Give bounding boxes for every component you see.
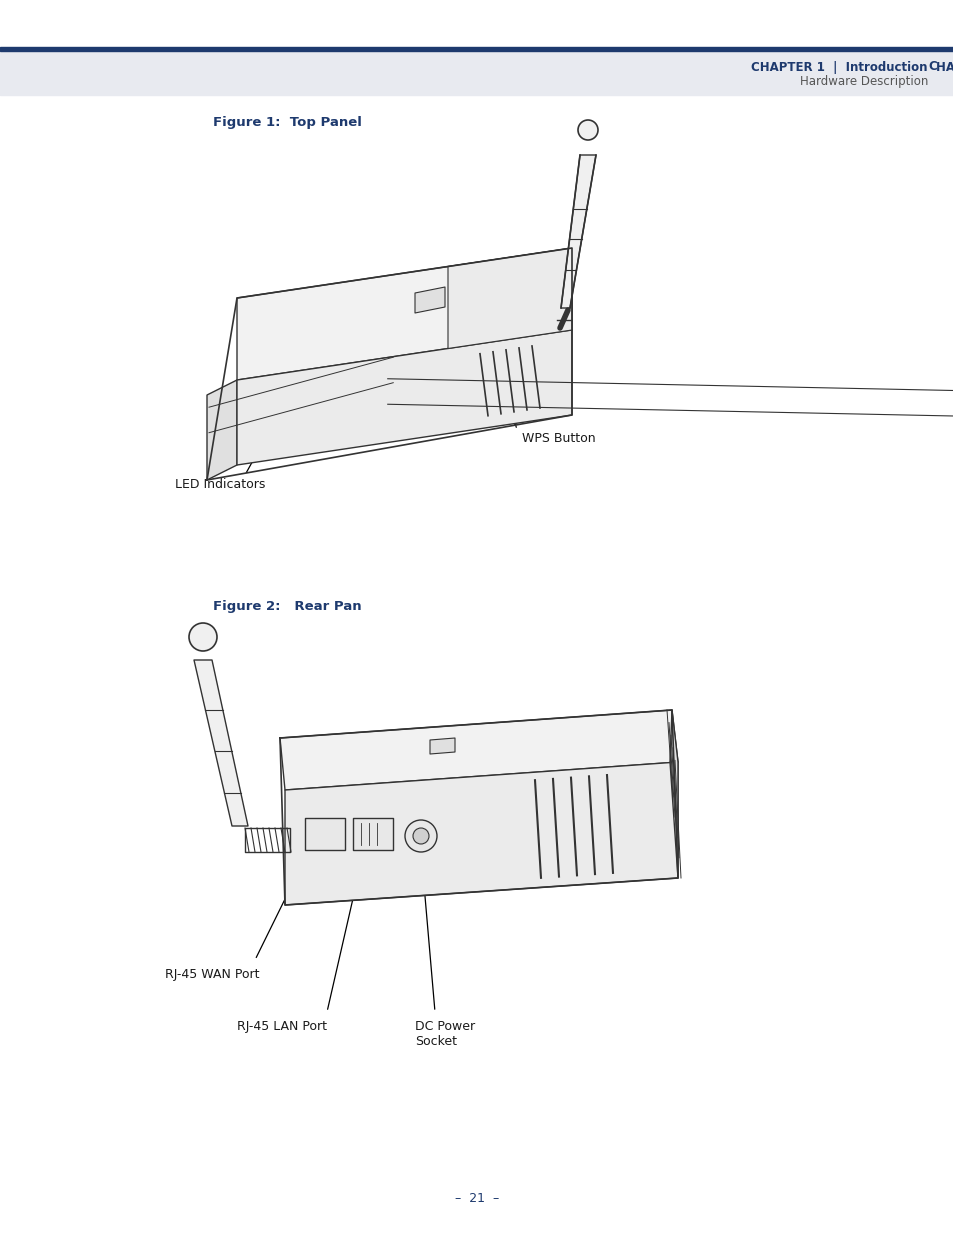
Circle shape bbox=[578, 120, 598, 140]
Text: –  21  –: – 21 – bbox=[455, 1192, 498, 1204]
Text: RJ-45 LAN Port: RJ-45 LAN Port bbox=[236, 1020, 327, 1032]
Text: Figure 1:  Top Panel: Figure 1: Top Panel bbox=[213, 116, 361, 128]
Polygon shape bbox=[353, 818, 393, 850]
Circle shape bbox=[189, 622, 216, 651]
Polygon shape bbox=[669, 710, 678, 878]
Bar bbox=[0, 0, 953, 49]
Text: Hardware Description: Hardware Description bbox=[799, 75, 927, 89]
Polygon shape bbox=[305, 818, 345, 850]
Polygon shape bbox=[448, 248, 572, 348]
Circle shape bbox=[405, 820, 436, 852]
Polygon shape bbox=[285, 762, 678, 905]
Text: HAPTER 1  |  Introduction: HAPTER 1 | Introduction bbox=[935, 61, 953, 74]
Polygon shape bbox=[236, 330, 572, 466]
Polygon shape bbox=[193, 659, 248, 826]
Text: Figure 2:   Rear Pan: Figure 2: Rear Pan bbox=[213, 600, 361, 613]
Polygon shape bbox=[207, 380, 236, 480]
Polygon shape bbox=[430, 739, 455, 755]
Polygon shape bbox=[560, 156, 596, 308]
Bar bbox=[0, 47, 953, 51]
Circle shape bbox=[413, 827, 429, 844]
Text: CHAPTER 1  |  Introduction: CHAPTER 1 | Introduction bbox=[751, 61, 927, 74]
Polygon shape bbox=[280, 710, 678, 790]
Polygon shape bbox=[236, 248, 572, 380]
Text: DC Power
Socket: DC Power Socket bbox=[415, 1020, 475, 1049]
Text: RJ-45 WAN Port: RJ-45 WAN Port bbox=[165, 968, 259, 981]
Bar bbox=[0, 51, 953, 95]
Text: WPS Button: WPS Button bbox=[521, 432, 595, 445]
Text: C: C bbox=[927, 61, 936, 74]
Text: LED Indicators: LED Indicators bbox=[174, 478, 265, 492]
Polygon shape bbox=[415, 287, 444, 312]
